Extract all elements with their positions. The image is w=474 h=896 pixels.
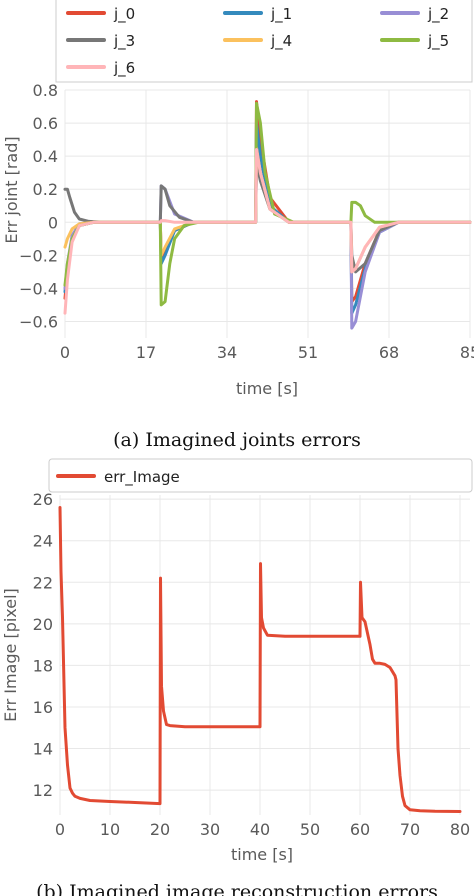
legend-label: j_5: [427, 32, 449, 51]
series-line-j-6: [63, 148, 472, 315]
y-tick-label: 22: [33, 573, 53, 592]
ticks-b: 0 10 20 30 40 50 60 70 80 12 14 16 18 20 22 24 26: [33, 490, 471, 839]
y-tick-label: 0.4: [33, 147, 58, 166]
y-tick-label: −0.2: [19, 246, 58, 265]
y-tick-label: 0.6: [33, 114, 58, 133]
series-line-j-1: [63, 121, 472, 315]
x-tick-label: 70: [400, 820, 420, 839]
x-tick-label: 34: [217, 343, 237, 362]
legend-label: j_4: [270, 32, 292, 51]
y-tick-label: 12: [33, 781, 53, 800]
x-tick-label: 40: [250, 820, 270, 839]
lines-a: [63, 100, 472, 330]
y-tick-label: 0: [48, 213, 58, 232]
y-tick-label: −0.4: [19, 279, 58, 298]
legend-image: err_Image: [56, 468, 180, 487]
x-axis-label-b: time [s]: [231, 845, 293, 864]
legend-box-b: [48, 458, 473, 493]
x-tick-label: 30: [200, 820, 220, 839]
x-tick-label: 50: [300, 820, 320, 839]
chart-joint-errors: j_0 j_1 j_2 j_3 j_4 j_5 j_6 0 17 34 51 68 85 −0.6 −0.…: [2, 0, 474, 451]
x-tick-label: 85: [460, 343, 474, 362]
y-axis-label-a: Err joint [rad]: [2, 136, 21, 243]
x-tick-label: 68: [379, 343, 399, 362]
x-tick-label: 20: [150, 820, 170, 839]
y-tick-label: 20: [33, 615, 53, 634]
legend-joints: j_0 j_1 j_2 j_3 j_4 j_5 j_6: [66, 5, 449, 78]
x-axis-label-a: time [s]: [236, 379, 298, 398]
y-tick-label: 26: [33, 490, 53, 509]
ticks-a: 0 17 34 51 68 85 −0.6 −0.4 −0.2 0 0.2 0.4 0.6 0.8: [19, 81, 474, 362]
x-tick-label: 0: [55, 820, 65, 839]
x-tick-label: 17: [136, 343, 156, 362]
y-tick-label: −0.6: [19, 312, 58, 331]
y-tick-label: 16: [33, 698, 53, 717]
x-tick-label: 10: [100, 820, 120, 839]
y-tick-label: 0.8: [33, 81, 58, 100]
y-tick-label: 0.2: [33, 180, 58, 199]
series-line-err-image: [58, 506, 462, 813]
caption-b: (b) Imagined image reconstruction errors: [36, 881, 438, 896]
legend-label: j_2: [427, 5, 449, 24]
grid-b: [59, 495, 470, 815]
y-tick-label: 14: [33, 740, 53, 759]
grid-a: [64, 89, 471, 338]
legend-label: err_Image: [104, 468, 180, 487]
legend-label: j_3: [113, 32, 135, 51]
y-axis-label-b: Err Image [pixel]: [1, 588, 20, 722]
y-tick-label: 18: [33, 656, 53, 675]
lines-b: [58, 506, 462, 813]
x-tick-label: 80: [450, 820, 470, 839]
caption-a: (a) Imagined joints errors: [113, 429, 361, 451]
x-tick-label: 0: [60, 343, 70, 362]
legend-label: j_1: [270, 5, 292, 24]
legend-label: j_0: [113, 5, 135, 24]
y-tick-label: 24: [33, 532, 53, 551]
x-tick-label: 51: [298, 343, 318, 362]
chart-image-error: 0 10 20 30 40 50 60 70 80 12 14 16 18 20 22 24 26 err_Im…: [1, 458, 473, 896]
legend-label: j_6: [113, 59, 135, 78]
series-line-j-4: [63, 146, 472, 274]
x-tick-label: 60: [350, 820, 370, 839]
